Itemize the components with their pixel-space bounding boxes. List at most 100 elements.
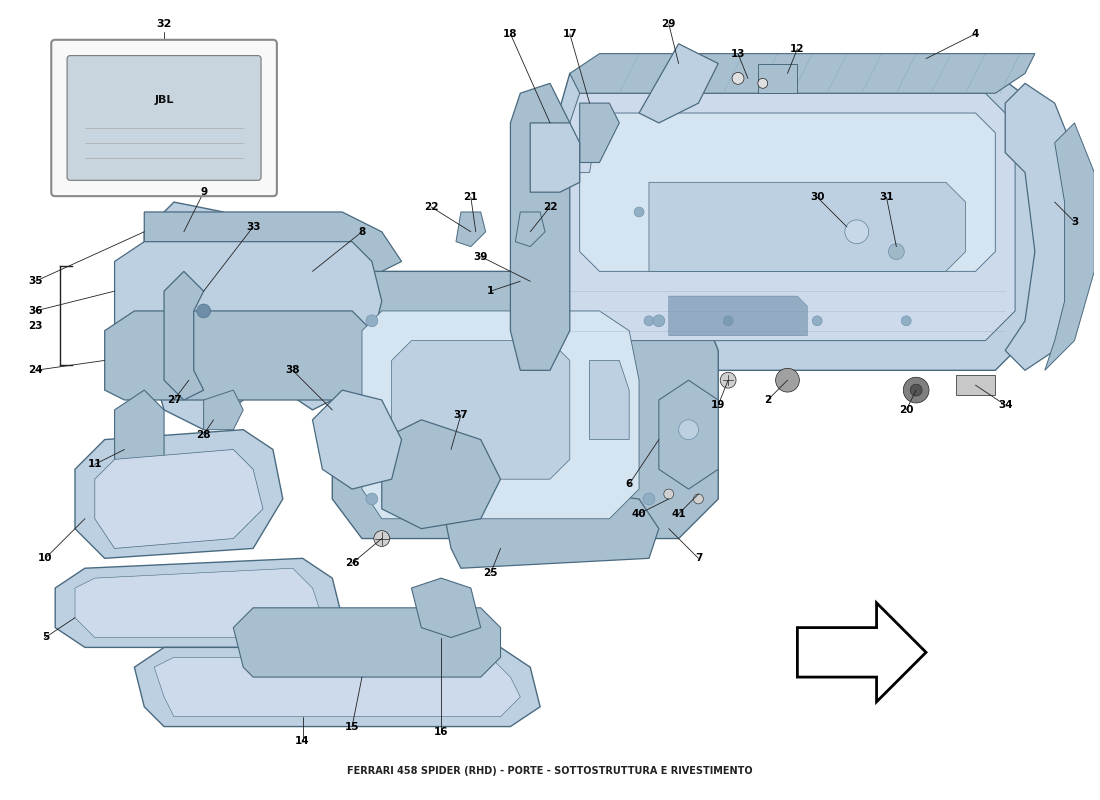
Polygon shape: [956, 375, 996, 395]
Polygon shape: [154, 658, 520, 717]
Polygon shape: [114, 242, 382, 361]
Text: FERRARI 458 SPIDER (RHD) - PORTE - SOTTOSTRUTTURA E RIVESTIMENTO: FERRARI 458 SPIDER (RHD) - PORTE - SOTTO…: [348, 766, 752, 776]
Polygon shape: [540, 94, 1015, 341]
Polygon shape: [312, 390, 402, 489]
Circle shape: [374, 530, 389, 546]
Polygon shape: [580, 113, 996, 271]
Polygon shape: [639, 44, 718, 123]
Polygon shape: [570, 54, 1035, 94]
Text: 2: 2: [764, 395, 771, 405]
Circle shape: [653, 315, 664, 326]
Polygon shape: [164, 271, 204, 400]
Text: 23: 23: [29, 321, 43, 330]
Circle shape: [911, 227, 921, 237]
FancyBboxPatch shape: [52, 40, 277, 196]
Text: 14: 14: [295, 737, 310, 746]
Polygon shape: [392, 341, 570, 479]
Text: 31: 31: [879, 192, 893, 202]
Polygon shape: [75, 430, 283, 558]
Polygon shape: [144, 212, 402, 271]
Text: 1: 1: [487, 286, 494, 296]
Polygon shape: [104, 311, 382, 400]
Text: 34: 34: [998, 400, 1012, 410]
Polygon shape: [798, 603, 926, 702]
Text: 24: 24: [29, 366, 43, 375]
Text: 22: 22: [424, 202, 439, 212]
Text: 7: 7: [695, 554, 702, 563]
Circle shape: [679, 420, 699, 439]
Text: 30: 30: [810, 192, 824, 202]
Circle shape: [845, 220, 869, 244]
Polygon shape: [530, 74, 1035, 370]
Polygon shape: [659, 380, 718, 489]
Polygon shape: [332, 271, 718, 538]
Polygon shape: [204, 390, 243, 430]
Text: 9: 9: [200, 187, 207, 197]
Circle shape: [723, 316, 733, 326]
Text: 16: 16: [433, 726, 449, 737]
Text: 4: 4: [971, 29, 979, 39]
Text: 6: 6: [626, 479, 632, 489]
Polygon shape: [649, 182, 966, 271]
Text: 25: 25: [483, 568, 498, 578]
Circle shape: [758, 78, 768, 88]
Text: 22: 22: [542, 202, 558, 212]
Circle shape: [663, 489, 673, 499]
Text: 8: 8: [359, 226, 365, 237]
Polygon shape: [134, 647, 540, 726]
Circle shape: [889, 244, 904, 259]
Text: 33: 33: [246, 222, 261, 232]
Text: 32: 32: [156, 19, 172, 29]
Text: 21: 21: [463, 192, 478, 202]
Text: 39: 39: [473, 251, 488, 262]
Polygon shape: [1045, 123, 1094, 370]
Text: 10: 10: [39, 554, 53, 563]
Polygon shape: [95, 450, 263, 549]
Text: 19: 19: [711, 400, 725, 410]
Text: 18: 18: [503, 29, 518, 39]
Text: 15: 15: [344, 722, 360, 731]
Text: 3: 3: [1071, 217, 1078, 227]
Circle shape: [901, 316, 911, 326]
Text: 26: 26: [344, 558, 360, 568]
Polygon shape: [590, 361, 629, 439]
Text: 11: 11: [88, 459, 102, 470]
Text: 36: 36: [29, 306, 43, 316]
Circle shape: [720, 372, 736, 388]
Text: 37: 37: [453, 410, 469, 420]
Text: 1983: 1983: [574, 520, 625, 538]
Text: #d4c84a: #d4c84a: [507, 421, 593, 438]
Text: 20: 20: [899, 405, 913, 415]
Polygon shape: [55, 558, 342, 647]
Circle shape: [910, 384, 922, 396]
Circle shape: [644, 316, 653, 326]
Polygon shape: [580, 103, 619, 162]
Circle shape: [366, 493, 377, 505]
Polygon shape: [669, 296, 807, 336]
Circle shape: [197, 304, 210, 318]
Circle shape: [634, 207, 643, 217]
FancyBboxPatch shape: [67, 56, 261, 180]
Circle shape: [644, 493, 654, 505]
Text: 28: 28: [197, 430, 211, 440]
Text: passion for parts: passion for parts: [395, 470, 568, 488]
Text: 27: 27: [166, 395, 182, 405]
Polygon shape: [233, 608, 500, 677]
Text: JBL: JBL: [154, 95, 174, 105]
Text: 41: 41: [671, 509, 686, 519]
Text: 38: 38: [286, 366, 300, 375]
Circle shape: [812, 316, 822, 326]
Text: 35: 35: [29, 276, 43, 286]
Circle shape: [832, 217, 842, 227]
Polygon shape: [144, 202, 253, 430]
Polygon shape: [441, 479, 659, 568]
Circle shape: [776, 368, 800, 392]
Text: 29: 29: [661, 19, 675, 29]
Text: 5: 5: [42, 633, 48, 642]
Text: 12: 12: [790, 44, 804, 54]
Text: 40: 40: [631, 509, 647, 519]
Polygon shape: [758, 63, 798, 94]
Text: 17: 17: [562, 29, 578, 39]
Polygon shape: [283, 251, 362, 410]
Polygon shape: [411, 578, 481, 638]
